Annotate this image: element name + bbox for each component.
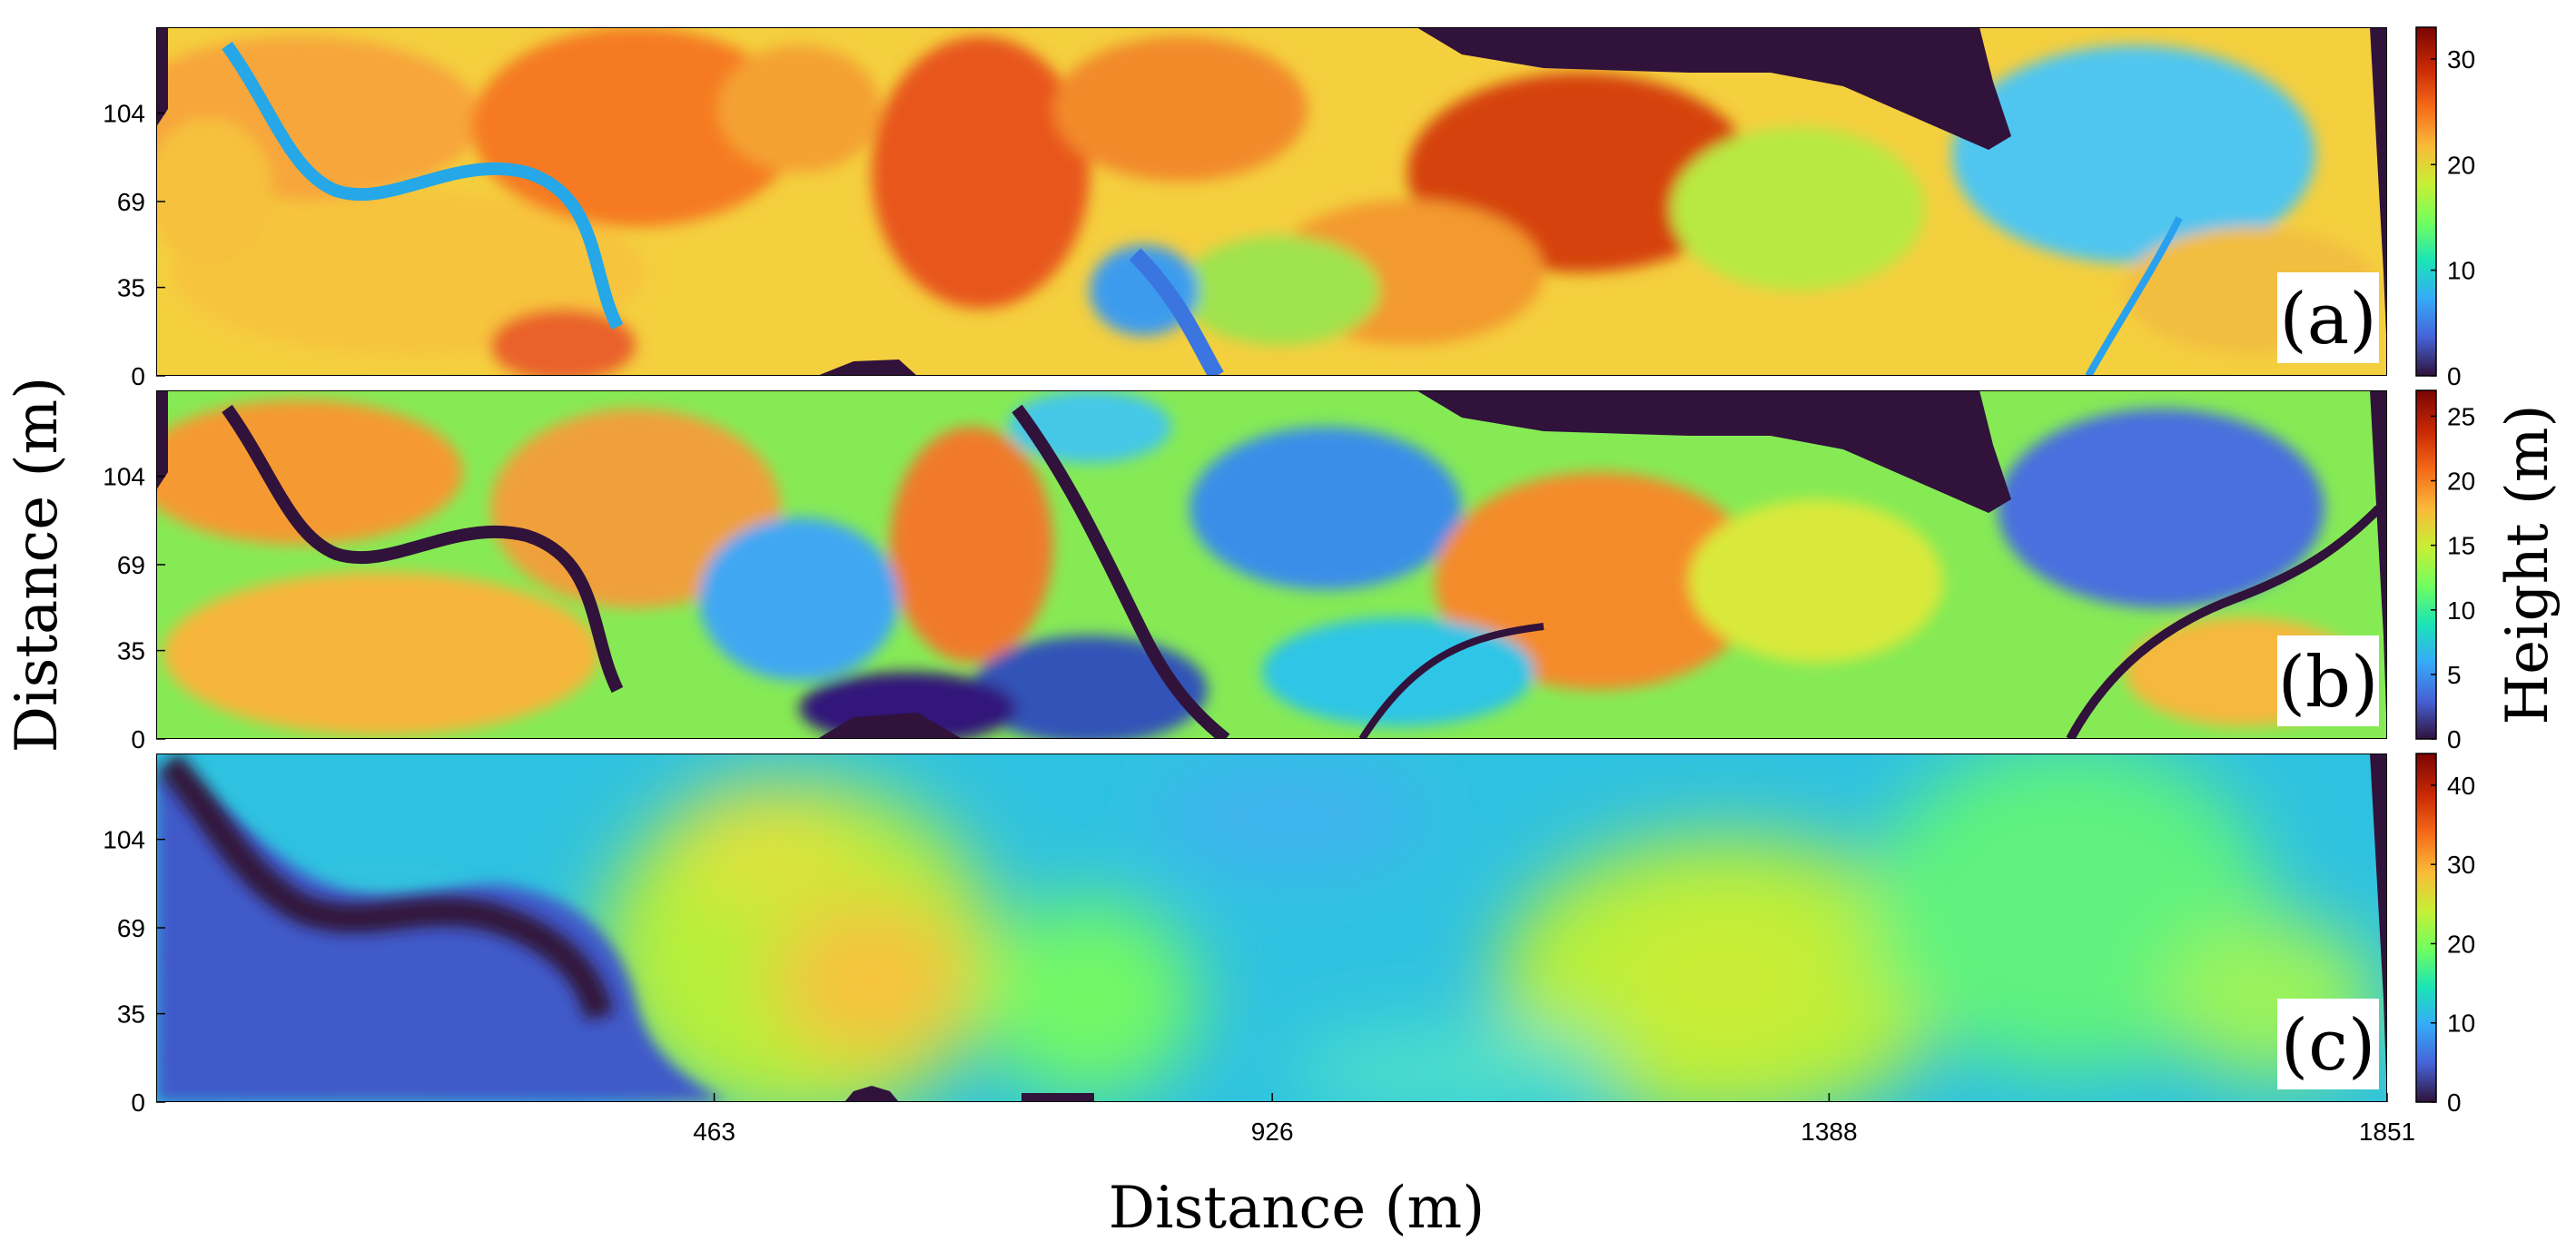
panel-c: (c) 0 35 69 104 463 926 1388 1851 0 10 20 30 40 <box>103 753 2475 1146</box>
colorbar-tick-label: 0 <box>2447 1088 2462 1117</box>
panel-b-colorbar-ticks: 0 5 10 15 20 25 <box>2431 402 2475 754</box>
panel-c-colorbar <box>2415 753 2437 1103</box>
colorbar-tick-label: 15 <box>2447 532 2475 560</box>
y-axis-title: Distance (m) <box>4 377 71 753</box>
panel-c-heatmap <box>156 754 2387 1102</box>
y-tick-label: 35 <box>117 1000 145 1029</box>
panel-b: (b) 0 35 69 104 0 5 10 15 20 25 <box>103 389 2475 754</box>
y-tick-label: 104 <box>103 826 145 854</box>
panel-c-y-ticks: 0 35 69 104 <box>103 826 165 1117</box>
panel-b-colorbar <box>2415 389 2437 740</box>
panel-c-label: (c) <box>2281 1005 2376 1087</box>
x-axis-title: Distance (m) <box>1109 1175 1485 1242</box>
y-tick-label: 35 <box>117 637 145 665</box>
colorbar-tick-label: 30 <box>2447 851 2475 879</box>
colorbar-tick-label: 40 <box>2447 772 2475 800</box>
panel-a-label: (a) <box>2279 279 2376 360</box>
y-tick-label: 0 <box>131 725 145 754</box>
y-tick-label: 0 <box>131 362 145 390</box>
panel-a: (a) 0 35 69 104 0 10 20 30 <box>103 26 2475 390</box>
colorbar-tick-label: 20 <box>2447 930 2475 958</box>
panel-b-label: (b) <box>2278 642 2379 724</box>
y-tick-label: 69 <box>117 914 145 942</box>
colorbar-tick-label: 10 <box>2447 1010 2475 1038</box>
panel-c-colorbar-ticks: 0 10 20 30 40 <box>2431 772 2475 1117</box>
y-tick-label: 104 <box>103 463 145 491</box>
y-tick-label: 69 <box>117 188 145 216</box>
panel-a-label-box <box>2277 272 2379 363</box>
panel-a-colorbar <box>2415 26 2437 377</box>
colorbar-tick-label: 5 <box>2447 661 2462 689</box>
colorbar-tick-label: 0 <box>2447 362 2462 390</box>
colorbar-tick-label: 10 <box>2447 257 2475 285</box>
y-tick-label: 35 <box>117 274 145 302</box>
panel-a-colorbar-ticks: 0 10 20 30 <box>2431 45 2475 390</box>
panel-a-heatmap <box>156 27 2387 376</box>
x-tick-label: 463 <box>693 1118 735 1146</box>
y-tick-label: 104 <box>103 100 145 128</box>
panel-b-y-ticks: 0 35 69 104 <box>103 463 165 754</box>
colorbar-title: Height (m) <box>2494 404 2561 724</box>
x-tick-label: 1388 <box>1801 1118 1857 1146</box>
panel-b-label-box <box>2277 635 2379 726</box>
panel-b-heatmap <box>156 390 2387 739</box>
colorbar-tick-label: 10 <box>2447 596 2475 625</box>
colorbar-tick-label: 0 <box>2447 725 2462 754</box>
colorbar-tick-label: 20 <box>2447 151 2475 179</box>
panel-a-y-ticks: 0 35 69 104 <box>103 100 165 390</box>
panel-c-x-ticks: 463 926 1388 1851 <box>693 1093 2415 1146</box>
colorbar-tick-label: 20 <box>2447 468 2475 496</box>
y-tick-label: 0 <box>131 1088 145 1117</box>
panel-c-label-box <box>2277 999 2379 1089</box>
colorbar-tick-label: 25 <box>2447 402 2475 430</box>
x-tick-label: 926 <box>1251 1118 1294 1146</box>
x-tick-label: 1851 <box>2359 1118 2415 1146</box>
y-tick-label: 69 <box>117 551 145 579</box>
colorbar-tick-label: 30 <box>2447 45 2475 74</box>
